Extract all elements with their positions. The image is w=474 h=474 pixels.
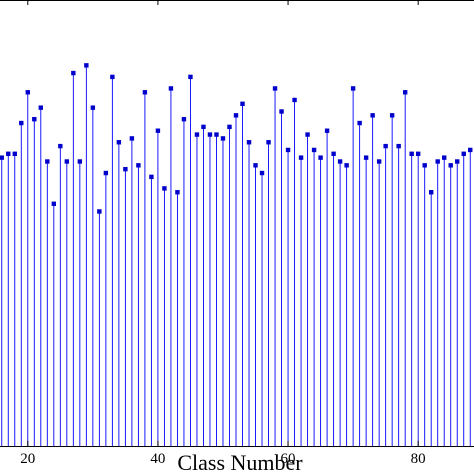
x-axis-title: Class Number (177, 450, 303, 474)
data-point (383, 143, 388, 149)
data-point (461, 151, 466, 156)
data-point (259, 170, 265, 176)
data-point (103, 170, 109, 176)
data-point (435, 159, 440, 164)
data-point (305, 132, 310, 137)
data-point (155, 128, 161, 133)
data-point (253, 163, 258, 168)
data-point (220, 136, 226, 141)
data-point (32, 116, 37, 122)
data-point (12, 151, 17, 156)
data-point (233, 113, 239, 118)
stem-series (0, 63, 473, 446)
data-point (84, 63, 89, 68)
data-point (71, 70, 76, 76)
plot-frame (0, 0, 474, 447)
data-point (350, 86, 356, 91)
data-point (370, 113, 375, 118)
data-point (168, 86, 174, 91)
data-point (311, 147, 317, 153)
data-point (272, 86, 278, 91)
data-point (51, 201, 57, 206)
data-point (240, 101, 245, 107)
data-point (38, 105, 43, 110)
data-point (363, 155, 369, 160)
data-point (442, 155, 447, 160)
data-point (279, 109, 284, 114)
data-point (292, 97, 297, 103)
data-point (58, 143, 63, 149)
data-point (448, 163, 453, 168)
data-point (337, 159, 343, 164)
data-point (77, 159, 83, 164)
data-point (129, 136, 135, 141)
x-tick-label: 80 (411, 451, 426, 467)
data-point (415, 151, 421, 156)
data-point (6, 151, 11, 156)
data-point (214, 132, 219, 137)
data-point (142, 90, 148, 95)
data-point (136, 163, 141, 168)
data-point (201, 124, 206, 130)
x-tick-label: 40 (150, 451, 165, 467)
data-point (331, 151, 336, 156)
data-point (318, 155, 323, 160)
data-point (0, 155, 4, 160)
data-point (227, 124, 232, 130)
data-point (266, 140, 271, 145)
data-point (97, 209, 102, 214)
x-axis-ticks: 20 40 60 80 (20, 0, 426, 467)
data-point (90, 105, 96, 110)
data-point (194, 132, 200, 137)
data-point (324, 128, 330, 133)
data-point (429, 190, 434, 195)
data-point (188, 74, 193, 80)
data-point (344, 163, 349, 168)
data-point (298, 155, 304, 160)
data-point (396, 143, 401, 149)
data-point (110, 74, 115, 80)
x-tick-label: 60 (281, 451, 296, 467)
data-point (409, 151, 414, 156)
data-point (19, 120, 24, 126)
data-point (376, 159, 382, 164)
data-point (116, 140, 122, 145)
data-point (64, 159, 70, 164)
data-point (357, 120, 362, 126)
data-point (389, 113, 395, 118)
data-point (468, 147, 473, 153)
data-point (285, 147, 291, 153)
x-tick-label: 20 (20, 451, 35, 467)
data-point (181, 116, 187, 122)
data-point (175, 190, 180, 195)
data-point (25, 90, 30, 95)
data-point (162, 186, 167, 191)
data-point (455, 159, 460, 164)
data-point (45, 159, 50, 164)
data-point (123, 166, 128, 172)
data-point (422, 163, 427, 168)
data-point (149, 174, 154, 180)
data-point (207, 132, 213, 137)
data-point (246, 140, 252, 145)
data-point (402, 90, 408, 95)
